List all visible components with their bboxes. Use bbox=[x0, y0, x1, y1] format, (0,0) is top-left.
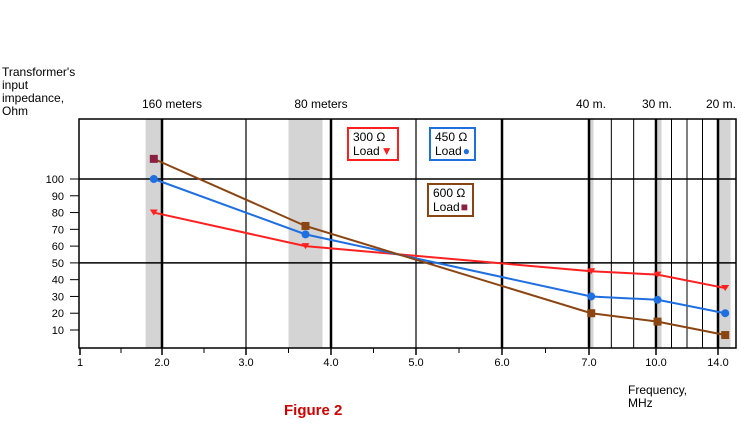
y-tick-label-6: 70 bbox=[52, 224, 64, 236]
legend-450-circle-icon: ● bbox=[462, 144, 470, 158]
x-axis-label: Frequency, MHz bbox=[628, 383, 688, 410]
series-1-point-0 bbox=[149, 175, 158, 183]
x-tick-label-0: 1 bbox=[77, 357, 83, 369]
y-axis-label: Transformer's input impedance, Ohm bbox=[2, 65, 76, 118]
x-tick-label-7: 10.0 bbox=[645, 357, 666, 369]
legend-300-triangle-icon: ▼ bbox=[380, 144, 393, 158]
y-tick-label-4: 50 bbox=[52, 258, 64, 270]
band-label-3: 30 m. bbox=[642, 97, 672, 111]
y-tick-label-7: 80 bbox=[52, 208, 64, 220]
series-1-point-3 bbox=[653, 295, 662, 304]
band-label-0: 160 meters bbox=[142, 97, 202, 111]
legend-450-title: 450 Ω bbox=[435, 130, 468, 144]
legend-600-square-icon: ■ bbox=[460, 200, 468, 214]
x-tick-label-4: 5.0 bbox=[408, 357, 423, 369]
y-tick-label-9: 100 bbox=[46, 174, 64, 186]
band-3 bbox=[657, 119, 662, 348]
series-2-point-1 bbox=[301, 221, 310, 230]
band-2 bbox=[589, 119, 594, 348]
band-label-4: 20 m. bbox=[706, 97, 736, 111]
series-line-0 bbox=[153, 211, 726, 290]
band-0 bbox=[145, 119, 162, 348]
band-4 bbox=[718, 119, 731, 348]
x-tick-label-2: 3.0 bbox=[238, 357, 253, 369]
band-label-2: 40 m. bbox=[576, 97, 606, 111]
band-label-1: 80 meters bbox=[294, 97, 347, 111]
x-tick-label-8: 14.0 bbox=[707, 357, 728, 369]
y-tick-label-3: 40 bbox=[52, 275, 64, 287]
series-2-point-0 bbox=[149, 154, 158, 163]
legend-300-ohm-load: 300 Ω Load▼ bbox=[347, 127, 399, 161]
legend-450-ohm-load: 450 Ω Load● bbox=[429, 127, 476, 161]
legend-600-load: Load bbox=[433, 200, 460, 214]
x-tick-label-5: 6.0 bbox=[494, 357, 509, 369]
series-0-point-2 bbox=[587, 268, 596, 275]
figure-caption: Figure 2 bbox=[284, 402, 343, 419]
series-0-point-0 bbox=[149, 209, 158, 216]
y-tick-label-8: 90 bbox=[52, 191, 64, 203]
series-2-point-4 bbox=[721, 331, 730, 340]
y-tick-label-0: 10 bbox=[52, 325, 64, 337]
legend-600-title: 600 Ω bbox=[433, 186, 466, 200]
x-tick-label-6: 7.0 bbox=[581, 357, 596, 369]
legend-600-ohm-load: 600 Ω Load■ bbox=[427, 183, 474, 217]
series-1-point-4 bbox=[721, 309, 730, 318]
legend-450-load: Load bbox=[435, 144, 462, 158]
series-0-point-1 bbox=[301, 243, 310, 250]
y-tick-label-5: 60 bbox=[52, 241, 64, 253]
series-2-point-3 bbox=[653, 317, 662, 326]
series-1-point-2 bbox=[587, 292, 596, 301]
series-1-point-1 bbox=[301, 230, 310, 239]
x-tick-label-1: 2.0 bbox=[154, 357, 169, 369]
plot-frame bbox=[78, 118, 737, 349]
series-0-point-3 bbox=[653, 271, 662, 278]
y-tick-label-1: 20 bbox=[52, 308, 64, 320]
y-tick-label-2: 30 bbox=[52, 291, 64, 303]
series-0-point-4 bbox=[721, 285, 730, 292]
legend-300-title: 300 Ω bbox=[353, 130, 386, 144]
x-tick-label-3: 4.0 bbox=[323, 357, 338, 369]
series-2-point-2 bbox=[587, 309, 596, 318]
legend-300-load: Load bbox=[353, 144, 380, 158]
